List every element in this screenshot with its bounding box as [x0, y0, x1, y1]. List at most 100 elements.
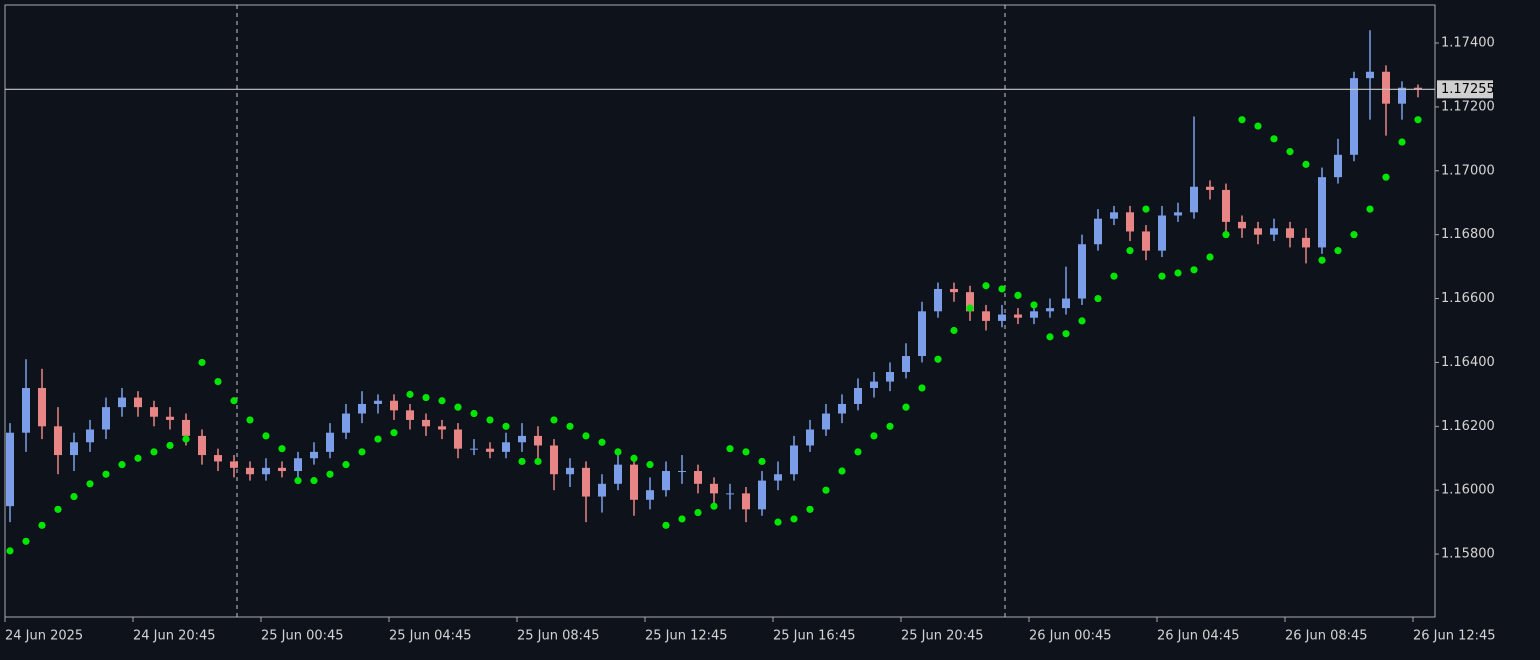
y-tick-label: 1.16600	[1441, 291, 1495, 306]
sar-dot	[710, 502, 718, 510]
sar-dot	[38, 521, 46, 529]
sar-dot	[326, 470, 334, 478]
sar-dot	[134, 454, 142, 462]
candle-body	[1190, 186, 1198, 213]
sar-dot	[742, 448, 750, 456]
candle-body	[1014, 314, 1022, 318]
sar-dot	[646, 461, 654, 469]
sar-dot	[1222, 231, 1230, 239]
candle-body	[38, 387, 46, 427]
candle-body	[246, 467, 254, 475]
y-tick-label: 1.16200	[1441, 419, 1495, 434]
x-tick-label: 26 Jun 12:45	[1413, 629, 1496, 644]
sar-dot	[1286, 148, 1294, 156]
candle-body	[1158, 215, 1166, 251]
sar-dot	[182, 435, 190, 443]
candle-body	[374, 400, 382, 404]
sar-dot	[230, 397, 238, 405]
candle-body	[1270, 228, 1278, 235]
y-tick-label: 1.17200	[1441, 99, 1495, 114]
candle-body	[982, 311, 990, 321]
sar-dot	[118, 461, 126, 469]
sar-dot	[950, 326, 958, 335]
sar-dot	[1270, 135, 1278, 143]
sar-dot	[534, 457, 542, 466]
y-tick-label: 1.17400	[1441, 36, 1495, 51]
candle-body	[1206, 186, 1214, 190]
candle-body	[294, 458, 302, 472]
sar-dot	[70, 492, 78, 501]
sar-dot	[422, 393, 430, 402]
candle-body	[1110, 212, 1118, 219]
candle-body	[662, 471, 670, 491]
sar-dot	[86, 480, 94, 488]
sar-dot	[1238, 116, 1246, 124]
sar-dot	[166, 441, 174, 450]
candle-body	[502, 442, 510, 452]
sar-dot	[1046, 333, 1054, 341]
candle-body	[870, 381, 878, 388]
sar-dot	[214, 377, 222, 386]
sar-dot	[678, 515, 686, 523]
candle-body	[742, 493, 750, 510]
sar-dot	[1094, 294, 1102, 303]
sar-dot	[454, 403, 462, 411]
x-tick-label: 25 Jun 08:45	[517, 629, 600, 644]
sar-dot	[854, 448, 862, 456]
sar-dot	[726, 445, 734, 453]
candle-body	[134, 397, 142, 408]
sar-dot	[390, 429, 398, 437]
candle-body	[166, 416, 174, 420]
x-tick-label: 25 Jun 12:45	[645, 629, 728, 644]
candle-body	[1238, 221, 1246, 229]
x-tick-label: 24 Jun 20:45	[133, 629, 216, 644]
candle-body	[774, 474, 782, 481]
sar-dot	[1302, 160, 1310, 168]
sar-dot	[1414, 116, 1422, 124]
candle-body	[1126, 212, 1134, 232]
candle-body	[1046, 308, 1054, 312]
sar-dot	[1030, 301, 1038, 309]
candle-body	[22, 387, 30, 433]
candle-body	[278, 467, 286, 472]
candle-body	[1030, 311, 1038, 318]
candle-body	[6, 432, 14, 507]
sar-dot	[470, 409, 478, 418]
x-tick-label: 25 Jun 04:45	[389, 629, 472, 644]
current-price-label: 1.17255	[1441, 82, 1495, 97]
candle-body	[918, 311, 926, 357]
sar-dot	[758, 457, 766, 466]
sar-dot	[1398, 138, 1406, 146]
sar-dot	[886, 422, 894, 430]
x-tick-label: 25 Jun 20:45	[901, 629, 984, 644]
candle-body	[902, 356, 910, 373]
candle-body	[582, 467, 590, 497]
candle-body	[678, 471, 686, 473]
candle-body	[694, 471, 702, 484]
y-tick-label: 1.16400	[1441, 355, 1495, 370]
candle-body	[838, 403, 846, 414]
sar-dot	[198, 358, 206, 367]
candle-body	[726, 493, 734, 495]
candle-body	[342, 413, 350, 433]
sar-dot	[150, 448, 158, 456]
candle-body	[118, 397, 126, 408]
sar-dot	[1014, 291, 1022, 299]
sar-dot	[6, 547, 14, 555]
candle-body	[54, 426, 62, 456]
sar-dot	[630, 454, 638, 462]
candle-body	[1382, 71, 1390, 104]
y-tick-label: 1.17000	[1441, 163, 1495, 178]
sar-dot	[902, 403, 910, 411]
sar-dot	[790, 515, 798, 523]
candle-body	[262, 467, 270, 475]
candle-body	[950, 288, 958, 293]
sar-dot	[502, 422, 510, 430]
candle-body	[646, 490, 654, 500]
sar-dot	[1126, 247, 1134, 255]
sar-dot	[358, 448, 366, 456]
sar-dot	[566, 422, 574, 430]
sar-dot	[838, 467, 846, 475]
candle-body	[390, 400, 398, 411]
sar-dot	[598, 438, 606, 446]
